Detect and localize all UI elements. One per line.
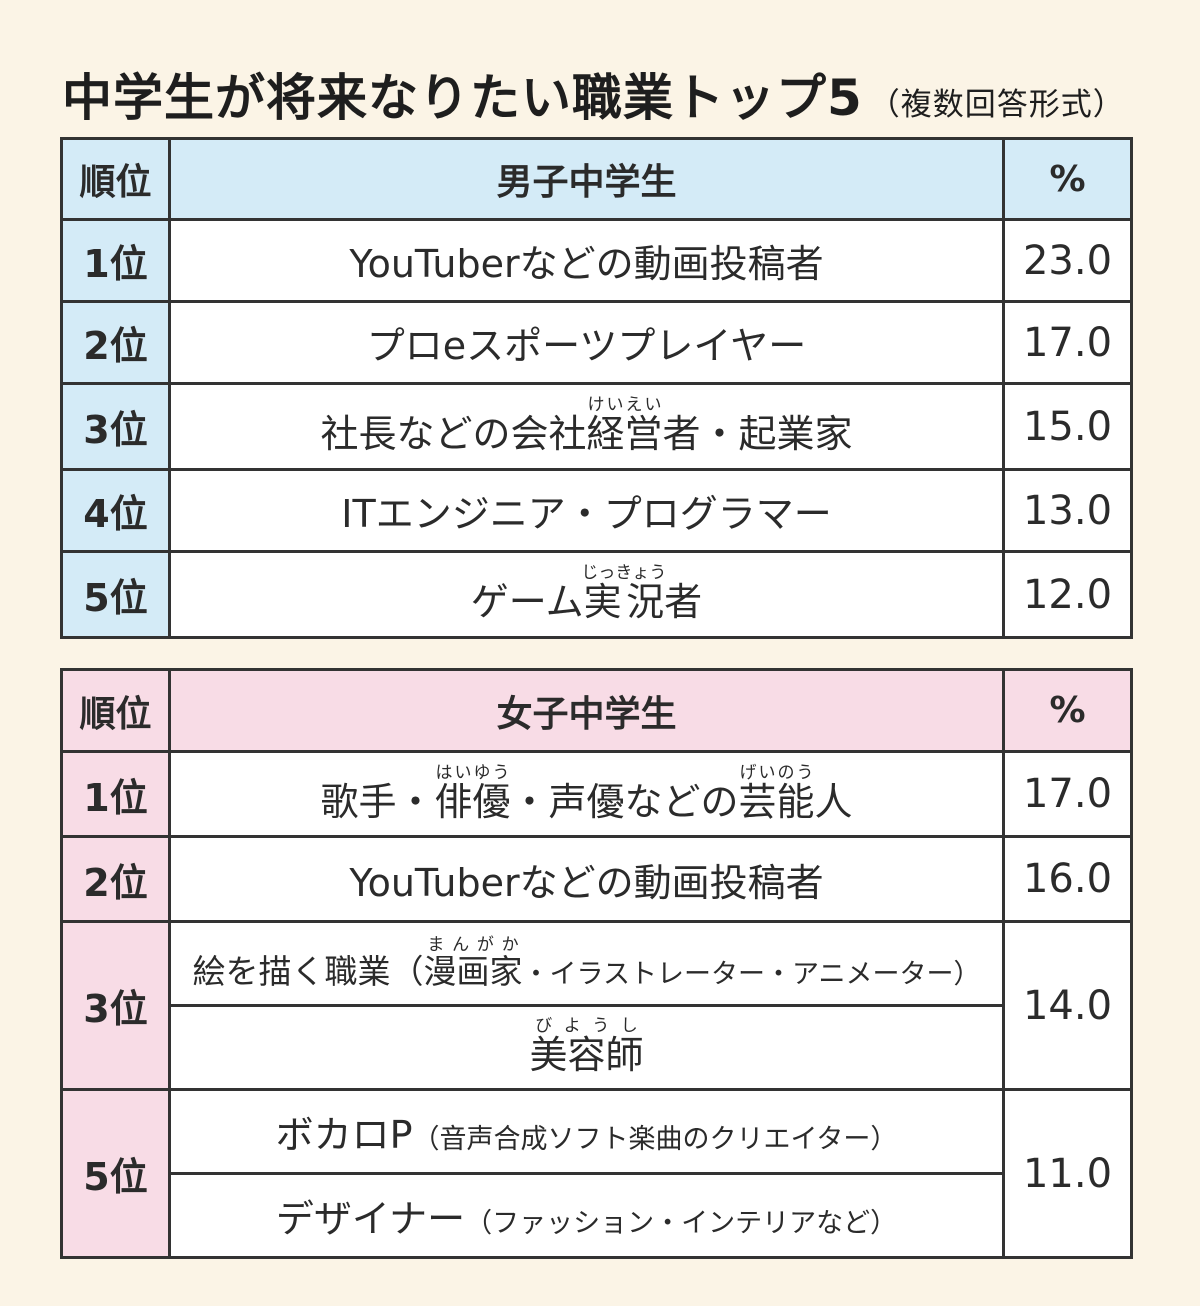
table-row: 1位 歌手・俳優はいゆう・声優などの芸能げいのう人 17.0	[60, 750, 1133, 838]
rank-cell: 1位	[60, 750, 171, 838]
job-text: 者	[664, 580, 703, 624]
ruby-base: 漫画家	[423, 951, 523, 991]
job-cell: YouTuberなどの動画投稿者	[168, 835, 1005, 923]
table-header-row: 順位 男子中学生 %	[60, 137, 1133, 221]
title-main: 中学生が将来なりたい職業トップ5	[62, 69, 863, 127]
ruby-base: 経営	[586, 412, 663, 456]
table-row: 2位 プロeスポーツプレイヤー 17.0	[60, 300, 1133, 385]
job-text: デザイナー	[275, 1197, 466, 1241]
rank-cell: 2位	[60, 300, 171, 385]
furigana-word: 実況じっきょう	[581, 563, 667, 624]
pct-cell: 16.0	[1002, 835, 1133, 923]
furigana: はいゆう	[434, 762, 511, 783]
pct-cell: 14.0	[1002, 920, 1133, 1091]
rank-cell: 2位	[60, 835, 171, 923]
job-cell: ボカロP（音声合成ソフト楽曲のクリエイター）	[168, 1088, 1005, 1175]
job-text: 人	[814, 779, 853, 824]
job-cell: デザイナー（ファッション・インテリアなど）	[168, 1172, 1005, 1259]
title-note: （複数回答形式）	[868, 87, 1125, 123]
group-header: 男子中学生	[168, 137, 1005, 221]
job-cell: ITエンジニア・プログラマー	[168, 468, 1005, 553]
table-header-row: 順位 女子中学生 %	[60, 668, 1133, 753]
table-row: 美容師びようし	[62, 1004, 1132, 1091]
job-cell: YouTuberなどの動画投稿者	[168, 218, 1005, 303]
ruby-base: 実況	[581, 580, 667, 624]
pct-cell: 23.0	[1002, 218, 1133, 303]
furigana-word: 経営けいえい	[586, 395, 663, 456]
job-note: （音声合成ソフト楽曲のクリエイター）	[412, 1124, 898, 1155]
pct-cell: 12.0	[1002, 550, 1133, 639]
rank-header: 順位	[60, 137, 171, 221]
furigana: びようし	[529, 1016, 644, 1036]
ruby-base: 芸能	[738, 779, 815, 824]
pct-cell: 17.0	[1002, 300, 1133, 385]
table-row: 2位 YouTuberなどの動画投稿者 16.0	[60, 835, 1133, 923]
girls-ranking-table: 順位 女子中学生 % 1位 歌手・俳優はいゆう・声優などの芸能げいのう人 17.…	[60, 668, 1133, 1259]
job-text: ゲーム	[470, 580, 584, 624]
table-row: 5位 ボカロP（音声合成ソフト楽曲のクリエイター） 11.0	[60, 1088, 1133, 1259]
furigana-word: 漫画家まんがか	[423, 935, 523, 991]
pct-cell: 13.0	[1002, 468, 1133, 553]
job-text: 者・起業家	[662, 412, 853, 456]
job-text: 歌手・	[320, 779, 435, 824]
job-text: ・声優などの	[510, 779, 739, 824]
group-header: 女子中学生	[168, 668, 1005, 753]
job-cell: 絵を描く職業（漫画家まんがか・イラストレーター・アニメーター）	[168, 920, 1005, 1007]
job-note: （ファッション・インテリアなど）	[465, 1208, 898, 1239]
rank-header: 順位	[60, 668, 171, 753]
pct-header: %	[1002, 668, 1133, 753]
page-title: 中学生が将来なりたい職業トップ5 （複数回答形式）	[62, 58, 1125, 130]
table-row: 4位 ITエンジニア・プログラマー 13.0	[60, 468, 1133, 553]
job-cell: ゲーム実況じっきょう者	[168, 550, 1005, 639]
table-row: 5位 ゲーム実況じっきょう者 12.0	[60, 550, 1133, 639]
rank-cell: 1位	[60, 218, 171, 303]
rank-cell: 4位	[60, 468, 171, 553]
job-cell: 美容師びようし	[168, 1004, 1005, 1091]
furigana: けいえい	[586, 395, 663, 415]
boys-ranking-table: 順位 男子中学生 % 1位 YouTuberなどの動画投稿者 23.0 2位 プ…	[60, 137, 1133, 639]
rank-cell: 3位	[60, 920, 171, 1091]
furigana: じっきょう	[581, 563, 667, 583]
table-row: 3位 絵を描く職業（漫画家まんがか・イラストレーター・アニメーター） 14.0	[60, 920, 1133, 1091]
job-cell: 社長などの会社経営けいえい者・起業家	[168, 382, 1005, 471]
job-text: 社長などの会社	[320, 412, 587, 456]
pct-cell: 15.0	[1002, 382, 1133, 471]
job-cell: 歌手・俳優はいゆう・声優などの芸能げいのう人	[168, 750, 1005, 838]
pct-header: %	[1002, 137, 1133, 221]
pct-cell: 17.0	[1002, 750, 1133, 838]
table-row: 1位 YouTuberなどの動画投稿者 23.0	[60, 218, 1133, 303]
rank-cell: 5位	[60, 1088, 171, 1259]
job-text: 絵を描く職業（	[192, 951, 424, 991]
table-row: デザイナー（ファッション・インテリアなど）	[62, 1172, 1132, 1259]
job-text: ・イラストレーター・アニメーター）	[522, 958, 981, 990]
furigana-word: 俳優はいゆう	[434, 763, 511, 824]
furigana: まんがか	[423, 934, 523, 955]
rank-cell: 3位	[60, 382, 171, 471]
ruby-base: 美容師	[529, 1033, 644, 1077]
furigana: げいのう	[738, 762, 815, 783]
furigana-word: 芸能げいのう	[738, 763, 815, 824]
table-row: 3位 社長などの会社経営けいえい者・起業家 15.0	[60, 382, 1133, 471]
job-cell: プロeスポーツプレイヤー	[168, 300, 1005, 385]
pct-cell: 11.0	[1002, 1088, 1133, 1259]
job-text: ボカロP	[275, 1113, 413, 1157]
rank-cell: 5位	[60, 550, 171, 639]
ruby-base: 俳優	[434, 779, 511, 824]
furigana-word: 美容師びようし	[529, 1016, 644, 1077]
